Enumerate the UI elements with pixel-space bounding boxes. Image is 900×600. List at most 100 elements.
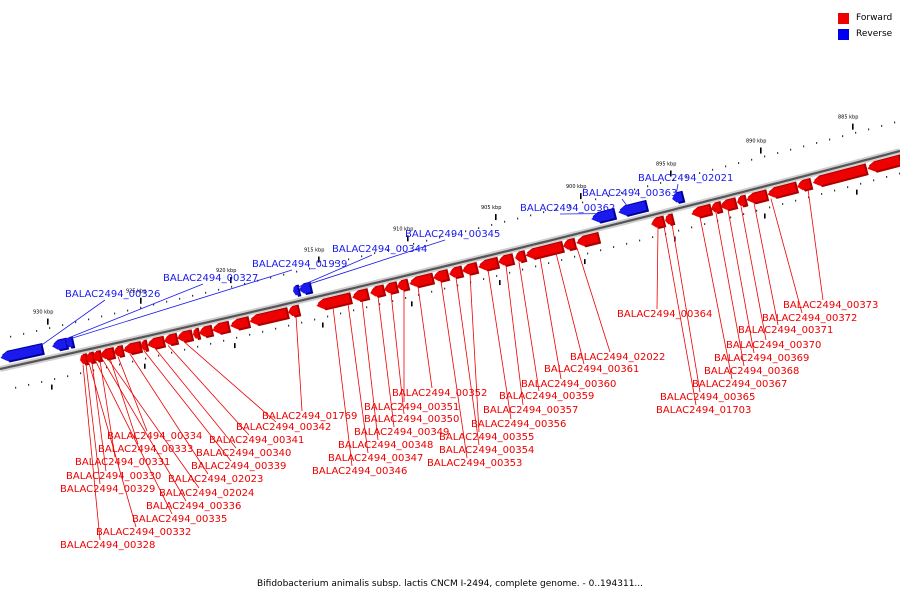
minor-tick: [543, 211, 545, 214]
gene-arrow: [737, 194, 749, 208]
minor-tick: [231, 285, 233, 288]
gene-arrow-body: [720, 198, 736, 210]
gene-label: BALAC2494_00345: [405, 229, 500, 240]
scale-tick-label: 910 kbp: [393, 226, 413, 232]
leader-line: [807, 189, 824, 301]
leader-line: [347, 303, 369, 454]
major-tick: [580, 193, 582, 200]
gene-arrow-body: [293, 285, 299, 296]
gene-arrow-body: [199, 326, 212, 337]
minor-tick: [483, 278, 485, 280]
minor-tick: [894, 121, 896, 124]
gene-arrow: [249, 307, 290, 327]
leader-line: [663, 225, 697, 406]
minor-tick: [197, 345, 199, 348]
minor-tick: [751, 158, 753, 161]
minor-tick: [132, 360, 134, 363]
gene-label: BALAC2494_00356: [471, 419, 566, 430]
leader-line: [753, 203, 779, 326]
minor-tick: [660, 182, 662, 184]
gene-arrow-body: [498, 254, 513, 266]
major-tick: [856, 189, 858, 195]
major-tick: [322, 322, 324, 328]
minor-tick: [504, 220, 506, 223]
leader-line: [167, 345, 250, 436]
gene-arrow: [409, 272, 436, 289]
gene-arrow: [52, 337, 70, 352]
gene-arrow: [397, 278, 411, 292]
minor-tick: [192, 294, 194, 297]
gene-label: BALAC2494_00339: [191, 461, 286, 472]
gene-label: BALAC2494_00342: [236, 422, 331, 433]
minor-tick: [686, 175, 688, 178]
gene-label: BALAC2494_00336: [146, 501, 241, 512]
major-tick: [407, 235, 409, 242]
leader-line: [727, 209, 755, 354]
minor-tick: [639, 239, 641, 242]
gene-arrow: [141, 339, 150, 352]
minor-tick: [140, 306, 142, 309]
minor-tick: [847, 186, 849, 189]
leader-line: [91, 362, 107, 472]
minor-tick: [587, 252, 589, 255]
leader-line: [555, 252, 585, 365]
gene-arrow-body: [525, 242, 563, 259]
gene-arrow-body: [691, 205, 711, 217]
gene-label: BALAC2494_00355: [439, 432, 534, 443]
scale-tick-label: 900 kbp: [566, 184, 586, 190]
minor-tick: [93, 369, 95, 372]
gene-arrow: [525, 240, 565, 260]
minor-tick: [145, 357, 147, 360]
minor-tick: [413, 242, 415, 245]
leader-line: [671, 223, 701, 393]
minor-tick: [28, 383, 30, 386]
minor-tick: [868, 128, 870, 131]
gene-label: BALAC2494_00352: [392, 388, 487, 399]
minor-tick: [36, 330, 38, 332]
gene-arrow-body: [651, 216, 664, 228]
minor-tick: [218, 288, 220, 291]
gene-arrow: [93, 349, 104, 363]
leader-line: [143, 350, 232, 462]
gene-label: BALAC2494_00332: [96, 527, 191, 538]
minor-tick: [379, 303, 381, 306]
minor-tick: [309, 267, 311, 270]
leader-line: [62, 269, 293, 342]
minor-tick: [803, 145, 805, 148]
minor-tick: [101, 315, 103, 318]
legend-item-reverse: Reverse: [838, 26, 892, 42]
legend-label-reverse: Reverse: [856, 29, 893, 39]
leader-line: [740, 206, 767, 341]
scale-tick-label: 885 kbp: [838, 115, 858, 121]
gene-arrow: [230, 316, 252, 331]
gene-arrow-body: [164, 334, 177, 345]
legend-label-forward: Forward: [856, 13, 893, 23]
minor-tick: [756, 209, 758, 212]
gene-features: [0, 154, 900, 366]
gene-label: BALAC2494_00335: [132, 514, 227, 525]
minor-tick: [335, 261, 337, 264]
gene-arrow: [316, 292, 353, 311]
leader-line: [417, 286, 433, 389]
leader-line: [301, 239, 446, 287]
gene-arrow-body: [316, 293, 351, 309]
minor-tick: [106, 366, 108, 369]
leader-line: [183, 341, 277, 423]
gene-arrow: [498, 253, 516, 267]
minor-tick: [652, 236, 654, 239]
major-tick: [764, 213, 766, 219]
minor-tick: [444, 287, 446, 290]
major-tick: [495, 214, 497, 221]
minor-tick: [738, 162, 740, 164]
gene-label: BALAC2494_00372: [762, 313, 857, 324]
genome-backbone: [0, 148, 900, 372]
minor-tick: [361, 255, 363, 258]
minor-tick: [62, 324, 64, 327]
minor-tick: [855, 131, 857, 134]
minor-tick: [777, 152, 779, 154]
minor-tick: [49, 327, 51, 329]
minor-tick: [535, 265, 537, 268]
gene-label: BALAC2494_00359: [499, 391, 594, 402]
gene-label: BALAC2494_00347: [328, 453, 423, 464]
